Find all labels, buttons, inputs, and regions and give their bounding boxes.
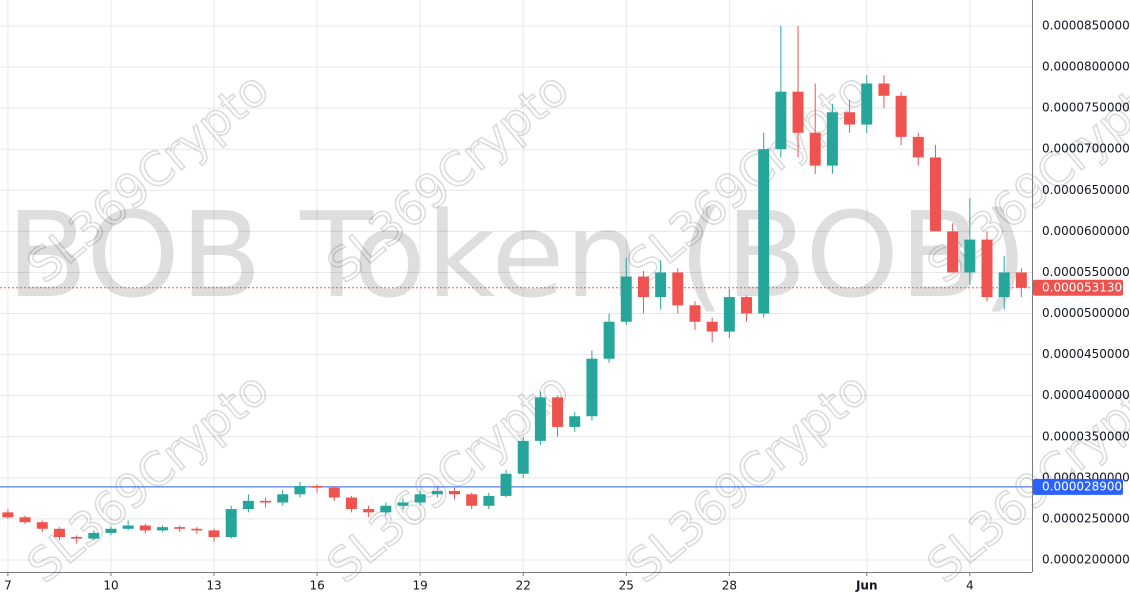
candle-body [277,494,289,503]
x-tick-label: Jun [855,579,878,593]
candle-body [998,272,1010,298]
price-label-box [1033,478,1123,495]
candle-body [981,239,993,298]
candle-body [380,505,392,513]
candle-body [225,509,237,537]
candle-body [844,112,856,125]
candle-body [294,486,306,495]
candle-body [414,494,426,503]
candle-body [655,272,667,298]
x-tick-label: 22 [516,579,531,593]
candle-body [895,95,907,137]
y-tick-label: 0.0000250000 [1042,511,1130,525]
candle-body [208,530,220,537]
y-tick-label: 0.0000650000 [1042,183,1130,197]
candle-body [861,83,873,125]
candle-body [723,297,735,332]
candle-body [637,276,649,298]
candle-body [260,500,272,503]
candle-body [878,83,890,96]
candle-body [345,497,357,510]
candle-body [741,297,753,314]
price-label: 0.0000289000 [1042,479,1130,493]
candle-body [792,91,804,133]
candle-body [156,527,168,531]
candle-body [19,517,31,523]
x-tick-label: 10 [103,579,118,593]
x-tick-label: 19 [413,579,428,593]
y-tick-label: 0.0000700000 [1042,142,1130,156]
candle-body [809,132,821,166]
x-tick-label: 25 [619,579,634,593]
candle-body [191,528,203,531]
candle-body [122,525,134,529]
candle-body [174,527,186,529]
candle-body [71,536,83,539]
candle-body [328,487,340,498]
candle-body [586,358,598,417]
candle-body [706,321,718,332]
candle-body [758,149,770,314]
candle-body [775,91,787,150]
y-tick-label: 0.0000350000 [1042,429,1130,443]
y-tick-label: 0.0000400000 [1042,388,1130,402]
candle-body [449,490,461,495]
x-tick-label: 7 [4,579,12,593]
y-tick-label: 0.0000450000 [1042,347,1130,361]
x-tick-label: 16 [309,579,324,593]
y-tick-label: 0.0000800000 [1042,60,1130,74]
candle-body [620,276,632,322]
candle-body [466,494,478,506]
price-label: 0.0000531300 [1042,280,1130,294]
candle-body [517,440,529,474]
candle-body [397,502,409,506]
candle-body [912,136,924,158]
candle-body [483,495,495,506]
candle-body [964,239,976,273]
y-tick-label: 0.0000600000 [1042,224,1130,238]
y-tick-label: 0.0000750000 [1042,101,1130,115]
plot [0,25,1032,544]
candle-body [569,416,581,427]
watermark-title: BOB Token (BOB) [6,186,1028,324]
candle-body [53,528,65,537]
candle-body [431,490,443,495]
candle-body [139,525,151,531]
candle-body [929,157,941,232]
x-tick-label: 4 [966,579,974,593]
price-label-box [1033,279,1123,296]
candle-body [363,509,375,513]
x-tick-label: 13 [206,579,221,593]
y-tick-label: 0.0000500000 [1042,306,1130,320]
candle-body [534,397,546,441]
candle-body [311,486,323,488]
y-tick-label: 0.0000850000 [1042,18,1130,32]
candle-body [242,500,254,510]
candle-body [2,512,14,518]
axes: 0.00002000000.00002500000.00003000000.00… [4,18,1130,592]
candle-body [36,522,48,529]
candle-body [88,532,100,539]
y-tick-label: 0.0000550000 [1042,265,1130,279]
candle-body [1015,272,1027,288]
candle-body [672,272,684,306]
candle-body [947,231,959,273]
candle-body [689,305,701,322]
candle-body [500,473,512,496]
candle-body [105,528,117,533]
candle-body [826,112,838,166]
candle-body [603,321,615,359]
candle-body [552,397,564,427]
y-tick-label: 0.0000200000 [1042,553,1130,567]
x-tick-label: 28 [722,579,737,593]
